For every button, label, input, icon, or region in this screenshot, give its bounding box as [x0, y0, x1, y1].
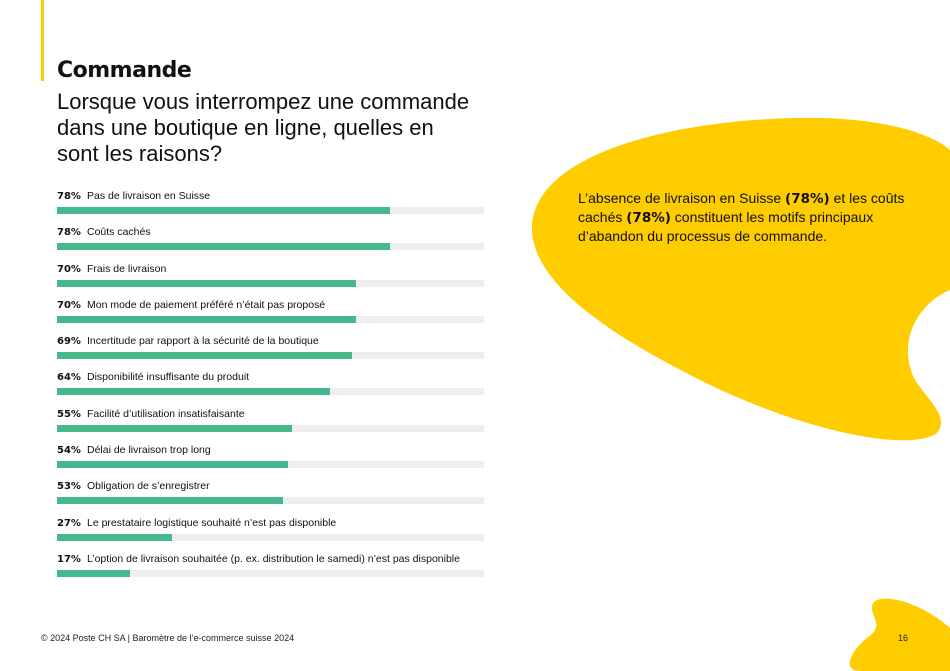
bar-label: 70% Frais de livraison [57, 263, 484, 276]
bar-track [57, 569, 484, 577]
category-label: Incertitude par rapport à la sécurité de… [87, 335, 319, 348]
bar-label: 69% Incertitude par rapport à la sécurité… [57, 335, 484, 348]
data-label: 27% [57, 517, 81, 529]
bar [57, 352, 352, 360]
bar-row: 17% L’option de livraison souhaitée (p. e… [57, 553, 484, 589]
data-label: 64% [57, 372, 81, 384]
bar [57, 388, 331, 396]
bar [57, 533, 173, 541]
bar-track [57, 461, 484, 469]
bar-track [57, 497, 484, 505]
bar [57, 243, 391, 251]
bar-row: 70% Mon mode de paiement préféré n’était … [57, 299, 484, 335]
bar-row: 78% Coûts cachés [57, 226, 484, 262]
bar-label: 53% Obligation de s’enregistrer [57, 480, 484, 493]
bar-track [57, 533, 484, 541]
footer-copyright: © 2024 Poste CH SA | Baromètre de l’e-co… [41, 633, 295, 643]
yellow-blob-small [849, 598, 950, 671]
bar [57, 424, 292, 432]
category-label: Obligation de s’enregistrer [87, 480, 210, 493]
bar-track [57, 315, 484, 323]
page-number: 16 [898, 633, 909, 643]
bar-label: 78% Pas de livraison en Suisse [57, 190, 484, 203]
bar [57, 279, 356, 287]
data-label: 54% [57, 445, 81, 457]
bar-row: 64% Disponibilité insuffisante du produit [57, 371, 484, 407]
data-label: 17% [57, 553, 81, 565]
data-label: 70% [57, 299, 81, 311]
bar-track [57, 207, 484, 214]
category-label: Mon mode de paiement préféré n’était pas… [87, 298, 326, 311]
accent-line [41, 0, 44, 81]
callout-text: L’absence de livraison en Suisse (78%) e… [578, 190, 905, 244]
data-label: 55% [57, 408, 81, 420]
bar [57, 569, 130, 577]
data-label: 53% [57, 481, 81, 493]
page-subtitle: Lorsque vous interrompez une commande da… [57, 89, 470, 166]
bar-chart: 78% Pas de livraison en Suisse 78% Coûts c… [57, 190, 484, 589]
data-label: 78% [57, 191, 81, 202]
bar-track [57, 388, 484, 396]
category-label: Délai de livraison trop long [87, 444, 211, 457]
bar-track [57, 243, 484, 251]
category-label: L’option de livraison souhaitée (p. ex. … [87, 552, 460, 565]
bar-label: 55% Facilité d’utilisation insatisfaisant… [57, 408, 484, 421]
category-label: Facilité d’utilisation insatisfaisante [87, 407, 245, 420]
bar-label: 64% Disponibilité insuffisante du produit [57, 371, 484, 384]
bar-row: 27% Le prestataire logistique souhaité n’… [57, 517, 484, 553]
category-label: Disponibilité insuffisante du produit [87, 371, 250, 384]
category-label: Le prestataire logistique souhaité n’est… [87, 516, 337, 529]
bar-row: 53% Obligation de s’enregistrer [57, 480, 484, 516]
category-label: Pas de livraison en Suisse [87, 190, 211, 202]
data-label: 78% [57, 227, 81, 239]
bar [57, 207, 391, 214]
data-label: 70% [57, 263, 81, 275]
bar-row: 70% Frais de livraison [57, 263, 484, 299]
bar-label: 78% Coûts cachés [57, 226, 484, 239]
bar-row: 69% Incertitude par rapport à la sécurité… [57, 335, 484, 371]
bar-track [57, 424, 484, 432]
bar-label: 17% L’option de livraison souhaitée (p. e… [57, 553, 484, 566]
bar-row: 55% Facilité d’utilisation insatisfaisant… [57, 408, 484, 444]
bar [57, 497, 284, 505]
category-label: Coûts cachés [87, 226, 151, 239]
bar-row: 54% Délai de livraison trop long [57, 444, 484, 480]
bar-label: 27% Le prestataire logistique souhaité n’… [57, 517, 484, 530]
category-label: Frais de livraison [87, 262, 167, 275]
bar [57, 461, 288, 469]
bar-label: 70% Mon mode de paiement préféré n’était … [57, 299, 484, 312]
bar-row: 78% Pas de livraison en Suisse [57, 190, 484, 226]
bar-label: 54% Délai de livraison trop long [57, 444, 484, 457]
page-title: Commande [57, 58, 192, 83]
yellow-blob-large [531, 117, 950, 441]
bar-track [57, 352, 484, 360]
bar-track [57, 279, 484, 287]
bar [57, 315, 356, 323]
data-label: 69% [57, 336, 81, 348]
